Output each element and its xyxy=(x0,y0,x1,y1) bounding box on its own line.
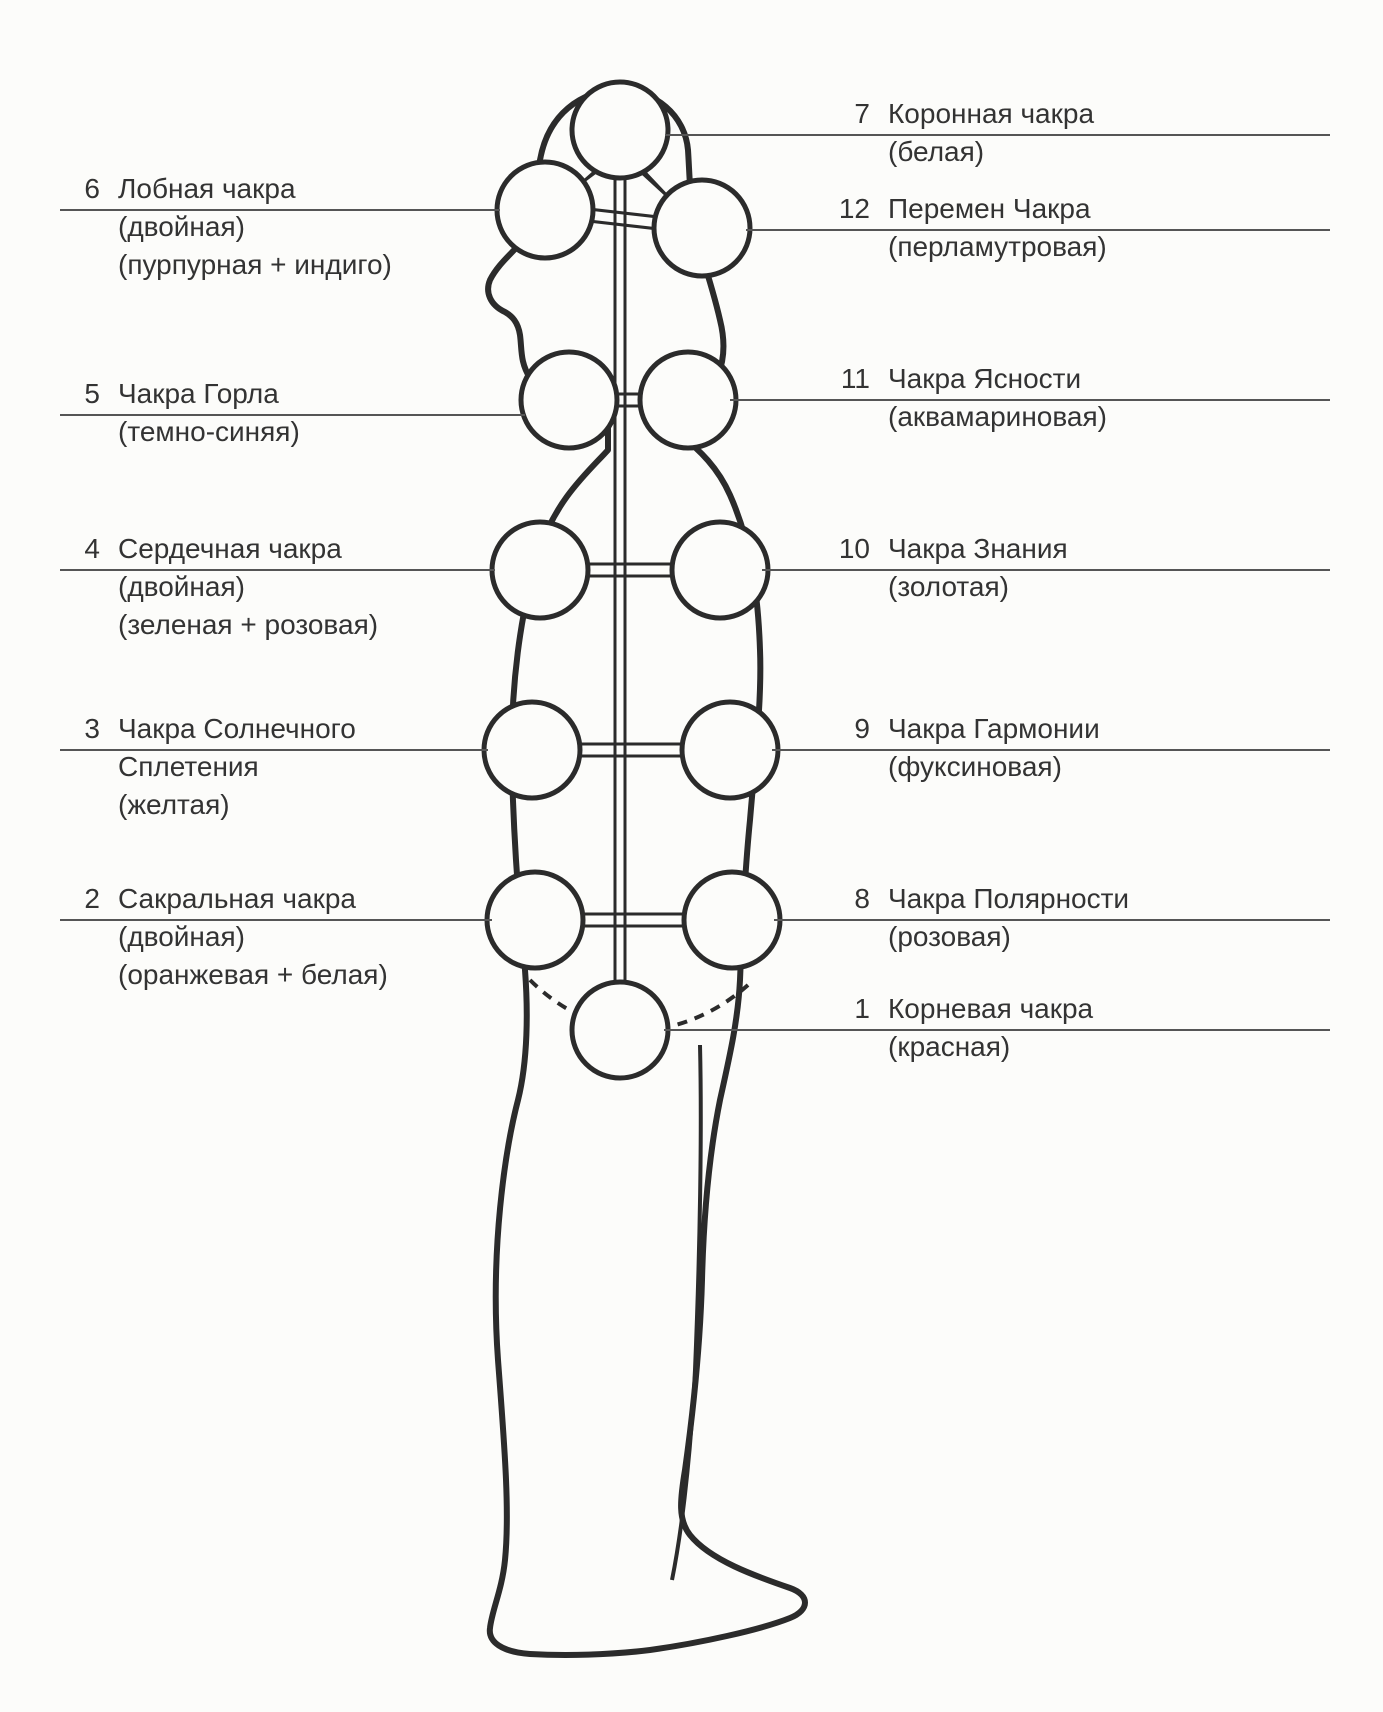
label-title: Лобная чакра xyxy=(118,173,296,204)
label-text: Сердечная чакра (двойная) (зеленая + розов… xyxy=(118,530,378,643)
label-sub1: (розовая) xyxy=(888,921,1011,952)
label-sub2: (пурпурная + индиго) xyxy=(118,249,392,280)
label-title: Чакра Ясности xyxy=(888,363,1081,394)
chakra-circle-6 xyxy=(497,162,593,258)
label-text: Чакра Знания (золотая) xyxy=(888,530,1068,606)
label-num: 10 xyxy=(830,530,870,568)
label-sub1: Сплетения xyxy=(118,751,259,782)
label-title: Чакра Солнечного xyxy=(118,713,356,744)
chakra-circle-7 xyxy=(572,82,668,178)
chakra-diagram: 6 Лобная чакра (двойная) (пурпурная + индиг… xyxy=(0,0,1383,1707)
label-title: Перемен Чакра xyxy=(888,193,1091,224)
label-text: Лобная чакра (двойная) (пурпурная + индиго… xyxy=(118,170,392,283)
label-text: Перемен Чакра (перламутровая) xyxy=(888,190,1107,266)
label-num: 4 xyxy=(60,530,100,568)
label-left-4: 4 Сердечная чакра (двойная) (зеленая + розо… xyxy=(60,530,490,643)
label-text: Коронная чакра (белая) xyxy=(888,95,1094,171)
label-sub1: (фуксиновая) xyxy=(888,751,1062,782)
label-title: Сакральная чакра xyxy=(118,883,356,914)
chakra-circle-8 xyxy=(684,872,780,968)
chakra-circle-3 xyxy=(484,702,580,798)
label-right-10: 10 Чакра Знания (золотая) xyxy=(830,530,1330,606)
label-text: Корневая чакра (красная) xyxy=(888,990,1093,1066)
label-left-2: 2 Сакральная чакра (двойная) (оранжевая + б… xyxy=(60,880,490,993)
label-num: 5 xyxy=(60,375,100,413)
chakra-circle-11 xyxy=(640,352,736,448)
leg-inner-line xyxy=(672,1045,701,1580)
label-sub2: (желтая) xyxy=(118,789,230,820)
label-num: 12 xyxy=(830,190,870,228)
label-right-9: 9 Чакра Гармонии (фуксиновая) xyxy=(830,710,1330,786)
label-text: Чакра Гармонии (фуксиновая) xyxy=(888,710,1100,786)
label-text: Чакра Полярности (розовая) xyxy=(888,880,1129,956)
label-sub1: (перламутровая) xyxy=(888,231,1107,262)
label-num: 7 xyxy=(830,95,870,133)
label-sub1: (красная) xyxy=(888,1031,1010,1062)
label-title: Сердечная чакра xyxy=(118,533,342,564)
label-num: 9 xyxy=(830,710,870,748)
label-title: Корневая чакра xyxy=(888,993,1093,1024)
label-sub2: (зеленая + розовая) xyxy=(118,609,378,640)
label-text: Чакра Ясности (аквамариновая) xyxy=(888,360,1107,436)
label-sub1: (двойная) xyxy=(118,211,245,242)
label-right-7: 7 Коронная чакра (белая) xyxy=(830,95,1330,171)
chakra-circle-5 xyxy=(521,352,617,448)
label-sub1: (золотая) xyxy=(888,571,1009,602)
label-num: 1 xyxy=(830,990,870,1028)
label-sub1: (аквамариновая) xyxy=(888,401,1107,432)
label-left-5: 5 Чакра Горла (темно-синяя) xyxy=(60,375,490,451)
label-title: Коронная чакра xyxy=(888,98,1094,129)
label-title: Чакра Гармонии xyxy=(888,713,1100,744)
label-text: Сакральная чакра (двойная) (оранжевая + бе… xyxy=(118,880,388,993)
label-sub1: (темно-синяя) xyxy=(118,416,300,447)
label-sub1: (двойная) xyxy=(118,571,245,602)
label-right-12: 12 Перемен Чакра (перламутровая) xyxy=(830,190,1330,266)
label-right-1: 1 Корневая чакра (красная) xyxy=(830,990,1330,1066)
label-num: 6 xyxy=(60,170,100,208)
chakra-circle-12 xyxy=(654,180,750,276)
label-num: 11 xyxy=(830,360,870,398)
chakra-circle-9 xyxy=(682,702,778,798)
label-left-6: 6 Лобная чакра (двойная) (пурпурная + индиг… xyxy=(60,170,490,283)
label-title: Чакра Знания xyxy=(888,533,1068,564)
label-title: Чакра Полярности xyxy=(888,883,1129,914)
label-right-8: 8 Чакра Полярности (розовая) xyxy=(830,880,1330,956)
label-text: Чакра Солнечного Сплетения (желтая) xyxy=(118,710,356,823)
label-sub1: (белая) xyxy=(888,136,984,167)
label-num: 2 xyxy=(60,880,100,918)
label-num: 8 xyxy=(830,880,870,918)
label-right-11: 11 Чакра Ясности (аквамариновая) xyxy=(830,360,1330,436)
label-sub1: (двойная) xyxy=(118,921,245,952)
chakra-circle-1 xyxy=(572,982,668,1078)
label-text: Чакра Горла (темно-синяя) xyxy=(118,375,300,451)
label-title: Чакра Горла xyxy=(118,378,279,409)
chakra-circle-4 xyxy=(492,522,588,618)
chakra-circle-2 xyxy=(487,872,583,968)
chakra-circle-10 xyxy=(672,522,768,618)
label-left-3: 3 Чакра Солнечного Сплетения (желтая) xyxy=(60,710,490,823)
label-num: 3 xyxy=(60,710,100,748)
label-sub2: (оранжевая + белая) xyxy=(118,959,388,990)
